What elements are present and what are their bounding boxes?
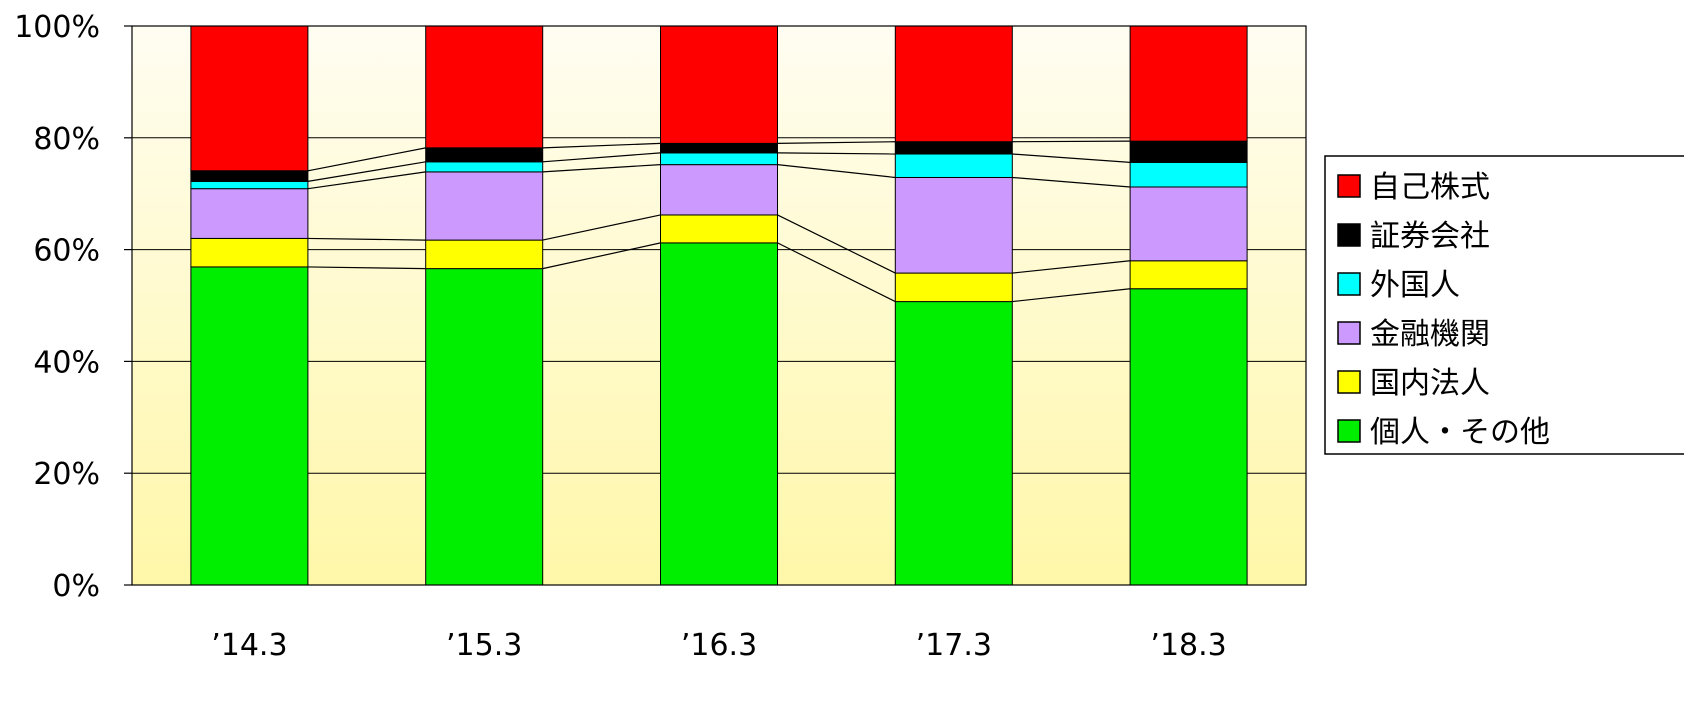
x-tick-label: ’18.3 [1150,628,1226,663]
legend-swatch [1337,321,1361,345]
bar-segment [1129,288,1248,586]
bar-segment [894,25,1013,143]
series-line [542,152,661,163]
bar-segment [660,142,778,154]
legend-label: 証券会社 [1370,219,1490,254]
bar-segment [425,171,544,241]
bar-segment [894,176,1013,274]
bar-segment [660,152,778,166]
bar-segment [894,272,1013,303]
legend-swatch [1337,370,1361,394]
series-line [307,171,426,190]
series-line [777,164,896,179]
bar-segment [1129,186,1248,262]
series-line [307,147,426,172]
x-tick-label: ’16.3 [681,628,757,663]
series-line [1012,140,1131,143]
bar-segment [425,147,544,163]
y-tick-label: 40% [33,345,100,380]
legend-label: 自己株式 [1370,170,1490,205]
x-tick-label: ’14.3 [211,628,287,663]
series-line [1012,288,1131,303]
bar-segment [425,161,544,173]
legend-label: 外国人 [1370,268,1460,303]
series-line [307,237,426,241]
x-tick-label: ’17.3 [916,628,992,663]
series-line [542,142,661,149]
bar-segment [894,153,1013,178]
y-tick-label: 0% [52,569,100,604]
y-tick-label: 60% [33,234,100,269]
series-line [777,242,896,303]
x-tick-label: ’15.3 [446,628,522,663]
bar-segment [1129,25,1248,142]
bar-segment [660,25,778,144]
series-line [542,242,661,270]
bar-segment [190,25,309,172]
series-line [1012,260,1131,274]
y-tick-label: 80% [33,122,100,157]
series-line [307,161,426,182]
bar-segment [190,237,309,268]
bar-segment [190,180,309,190]
bar-segment [425,25,544,149]
legend-swatch [1337,272,1361,296]
legend-swatch [1337,223,1361,247]
bar-segment [425,268,544,586]
y-tick-label: 20% [33,457,100,492]
legend-label: 個人・その他 [1370,415,1550,450]
series-line [777,214,896,274]
series-line [777,152,896,155]
bar-segment [190,188,309,239]
bar-segment [660,242,778,586]
series-line [1012,176,1131,188]
series-line [777,141,896,144]
series-line [1012,153,1131,163]
legend-label: 国内法人 [1370,366,1490,401]
bar-segment [1129,161,1248,188]
bar-segment [1129,140,1248,163]
bar-segment [1129,260,1248,290]
series-line [307,266,426,270]
legend-label: 金融機関 [1370,317,1490,352]
series-line [542,164,661,173]
legend-swatch [1337,419,1361,443]
legend-swatch [1337,174,1361,198]
bar-segment [660,214,778,244]
bar-segment [894,301,1013,586]
plot-border [131,25,1307,586]
bar-segment [660,164,778,216]
series-line [542,214,661,241]
y-tick-label: 100% [14,10,100,45]
bar-segment [190,170,309,182]
legend-box [1324,155,1684,455]
bar-segment [894,141,1013,155]
bar-segment [190,266,309,586]
bar-segment [425,239,544,270]
